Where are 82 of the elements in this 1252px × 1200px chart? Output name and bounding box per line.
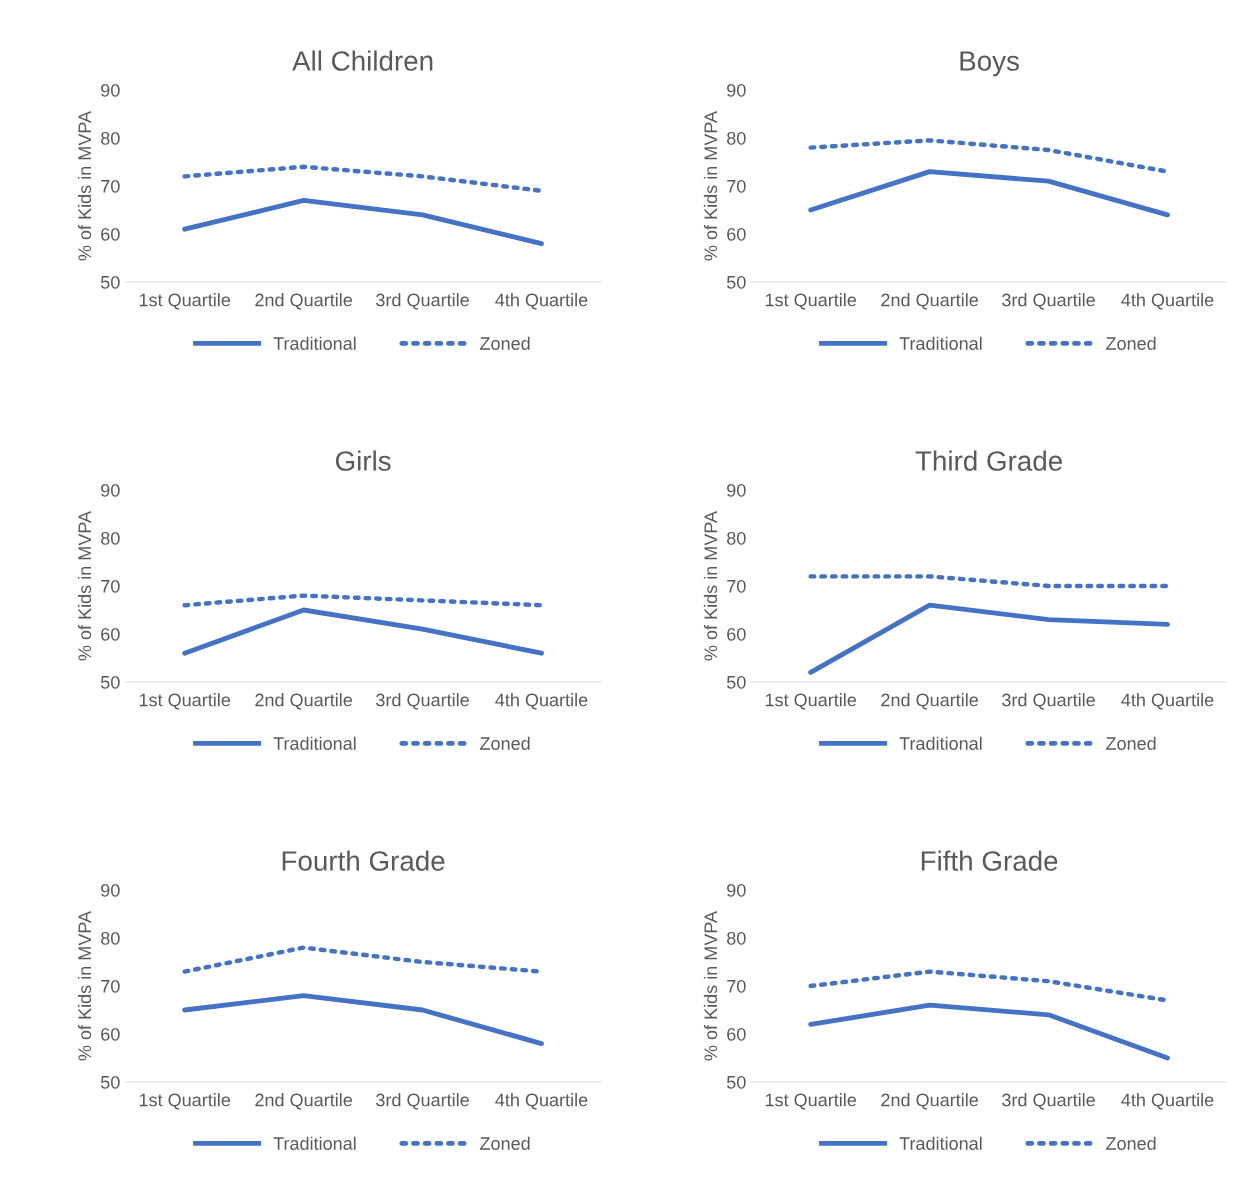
- x-tick-label: 4th Quartile: [1121, 293, 1214, 310]
- x-tick-label: 1st Quartile: [765, 293, 857, 310]
- x-tick-label: 2nd Quartile: [255, 693, 352, 710]
- y-axis-title: % of Kids in MVPA: [77, 110, 92, 261]
- legend-label: Traditional: [899, 736, 982, 750]
- y-tick-label: 80: [727, 931, 746, 945]
- x-tick-label: 4th Quartile: [1121, 693, 1214, 710]
- legend-label: Zoned: [480, 1136, 530, 1150]
- y-tick-label: 50: [726, 275, 746, 289]
- y-tick-label: 90: [101, 483, 120, 497]
- y-axis-title: % of Kids in MVPA: [703, 510, 718, 661]
- y-tick-label: 90: [727, 83, 746, 97]
- chart-title: Fourth Grade: [282, 850, 445, 871]
- y-tick-label: 70: [101, 579, 120, 593]
- x-tick-label: 4th Quartile: [1121, 1093, 1214, 1110]
- y-tick-label: 50: [100, 275, 120, 289]
- chart-title: Boys: [960, 51, 1019, 77]
- y-tick-label: 50: [726, 1075, 746, 1089]
- y-tick-label: 60: [727, 627, 746, 641]
- y-tick-label: 50: [726, 675, 746, 689]
- chart-title: Girls: [335, 450, 391, 471]
- y-tick-label: 80: [101, 131, 120, 145]
- chart-title: All Children: [292, 50, 433, 71]
- x-tick-label: 3rd Quartile: [1002, 1093, 1095, 1110]
- x-tick-label: 4th Quartile: [495, 693, 588, 710]
- y-tick-label: 80: [101, 931, 120, 945]
- x-tick-label: 4th Quartile: [495, 293, 588, 310]
- y-tick-label: 60: [101, 1027, 120, 1041]
- x-tick-label: 1st Quartile: [765, 1093, 857, 1110]
- y-tick-label: 80: [727, 531, 746, 545]
- legend-label: Zoned: [1106, 1136, 1156, 1150]
- y-tick-label: 70: [101, 979, 120, 993]
- y-tick-label: 60: [101, 227, 120, 241]
- y-tick-label: 50: [100, 675, 120, 689]
- x-tick-label: 3rd Quartile: [1002, 693, 1095, 710]
- legend-label: Traditional: [273, 1136, 356, 1150]
- y-axis-title: % of Kids in MVPA: [77, 910, 92, 1061]
- line-series: [808, 602, 1170, 675]
- legend-label: Traditional: [273, 736, 356, 750]
- line-series: [808, 1002, 1170, 1061]
- y-tick-label: 90: [727, 483, 746, 497]
- x-tick-label: 3rd Quartile: [376, 293, 469, 310]
- y-tick-label: 60: [727, 1027, 746, 1041]
- y-axis-title: % of Kids in MVPA: [703, 110, 718, 261]
- y-tick-label: 90: [101, 883, 120, 897]
- y-tick-label: 70: [727, 979, 746, 993]
- legend-label: Zoned: [480, 336, 530, 350]
- y-tick-label: 70: [727, 579, 746, 593]
- x-tick-label: 3rd Quartile: [376, 1093, 469, 1110]
- legend-label: Traditional: [899, 336, 982, 350]
- x-tick-label: 1st Quartile: [139, 1093, 231, 1110]
- legend-label: Zoned: [1106, 736, 1156, 750]
- legend-label: Zoned: [480, 736, 530, 750]
- y-tick-label: 60: [727, 227, 746, 241]
- x-tick-label: 2nd Quartile: [255, 1093, 352, 1110]
- y-tick-label: 90: [101, 83, 120, 97]
- legend-label: Zoned: [1106, 336, 1156, 350]
- line-series: [182, 197, 544, 247]
- x-tick-label: 1st Quartile: [139, 293, 231, 310]
- y-tick-label: 80: [101, 531, 120, 545]
- x-tick-label: 1st Quartile: [765, 693, 857, 710]
- x-tick-label: 2nd Quartile: [881, 293, 978, 310]
- x-tick-label: 4th Quartile: [495, 1093, 588, 1110]
- chart-title: Fifth Grade: [921, 850, 1058, 871]
- y-tick-label: 70: [101, 179, 120, 193]
- y-tick-label: 50: [100, 1075, 120, 1089]
- y-axis-title: % of Kids in MVPA: [77, 510, 92, 661]
- chart-title: Third Grade: [915, 450, 1062, 471]
- y-tick-label: 70: [727, 179, 746, 193]
- x-tick-label: 1st Quartile: [139, 693, 231, 710]
- y-axis-title: % of Kids in MVPA: [703, 910, 718, 1061]
- x-tick-label: 2nd Quartile: [881, 1093, 978, 1110]
- x-tick-label: 2nd Quartile: [255, 293, 352, 310]
- legend-label: Traditional: [899, 1136, 982, 1150]
- x-tick-label: 3rd Quartile: [376, 693, 469, 710]
- x-tick-label: 2nd Quartile: [881, 693, 978, 710]
- line-series: [808, 169, 1170, 218]
- y-tick-label: 60: [101, 627, 120, 641]
- x-tick-label: 3rd Quartile: [1002, 293, 1095, 310]
- y-tick-label: 80: [727, 131, 746, 145]
- y-tick-label: 90: [727, 883, 746, 897]
- legend-label: Traditional: [273, 336, 356, 350]
